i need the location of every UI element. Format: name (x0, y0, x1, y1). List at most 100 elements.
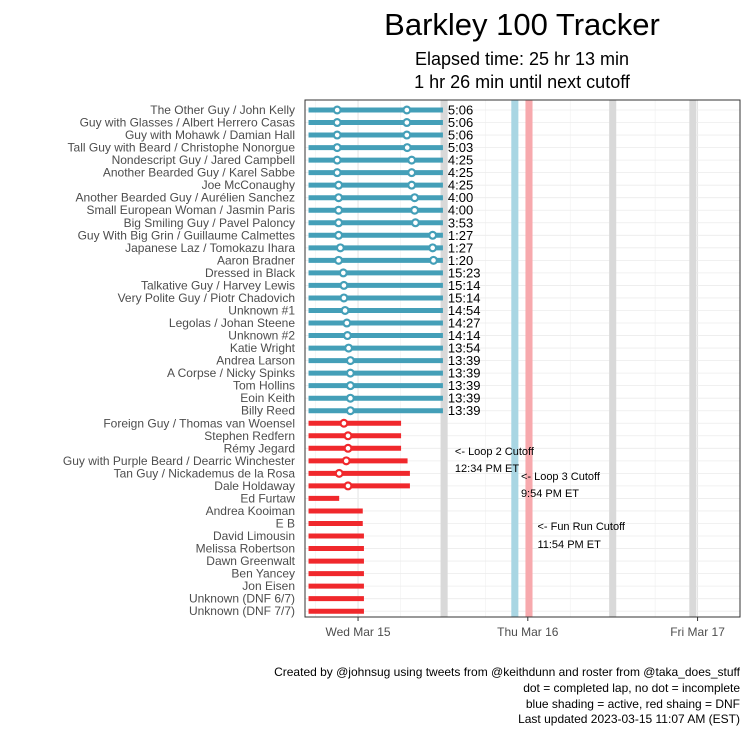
time-remaining-label: 13:39 (448, 378, 481, 393)
caption-dot-legend: dot = completed lap, no dot = incomplete (523, 681, 740, 695)
time-remaining-label: 4:00 (448, 203, 473, 218)
time-remaining-label: 1:27 (448, 228, 473, 243)
time-remaining-label: 14:27 (448, 316, 481, 331)
runner-name: Guy with Mohawk / Damian Hall (125, 128, 295, 142)
shading-band-gray (440, 100, 448, 617)
cutoff-annotation-time: 12:34 PM ET (455, 463, 519, 475)
lap-dot (402, 118, 412, 128)
lap-dot (332, 143, 342, 153)
runner-name: Dawn Greenwalt (206, 554, 295, 568)
runner-name: Very Polite Guy / Piotr Chadovich (118, 291, 295, 305)
lap-dot (341, 456, 351, 466)
lap-dot (339, 293, 349, 303)
time-remaining-label: 4:25 (448, 153, 473, 168)
lap-dot (343, 431, 353, 441)
runner-name: Tan Guy / Nickademus de la Rosa (114, 466, 296, 480)
lap-dot (340, 305, 350, 315)
runner-name: Stephen Redfern (204, 429, 295, 443)
time-remaining-label: 15:23 (448, 265, 481, 280)
lap-dot (334, 468, 344, 478)
runner-name: Foreign Guy / Thomas van Woensel (103, 416, 295, 430)
cutoff-annotation-title: <- Loop 3 Cutoff (521, 471, 601, 483)
lap-dot (402, 105, 412, 115)
runner-name: Talkative Guy / Harvey Lewis (141, 278, 295, 292)
lap-dot (428, 255, 438, 265)
x-tick-label: Wed Mar 15 (325, 625, 390, 639)
runner-name: Ed Furtaw (240, 491, 295, 505)
lap-dot (407, 168, 417, 178)
lap-dot (345, 406, 355, 416)
time-remaining-label: 4:25 (448, 178, 473, 193)
runner-name: Small European Woman / Jasmin Paris (86, 203, 295, 217)
runner-name: Tom Hollins (233, 379, 295, 393)
lap-dot (343, 443, 353, 453)
runner-name: Andrea Larson (216, 354, 295, 368)
cutoff-annotation-time: 9:54 PM ET (521, 488, 579, 500)
lap-dot (410, 218, 420, 228)
time-remaining-label: 13:39 (448, 403, 481, 418)
lap-dot (345, 393, 355, 403)
caption-shading-legend: blue shading = active, red shaing = DNF (526, 697, 740, 711)
lap-dot (332, 105, 342, 115)
runner-name: Billy Reed (241, 404, 295, 418)
lap-dot (407, 180, 417, 190)
time-remaining-label: 15:14 (448, 278, 481, 293)
time-remaining-label: 1:20 (448, 253, 473, 268)
runner-name: Ben Yancey (231, 567, 295, 581)
time-remaining-label: 1:27 (448, 240, 473, 255)
lap-dot (332, 118, 342, 128)
runner-name: Melissa Robertson (196, 542, 295, 556)
shading-band-blue (511, 100, 519, 617)
time-remaining-label: 14:54 (448, 303, 481, 318)
time-remaining-label: 5:03 (448, 140, 473, 155)
time-remaining-label: 4:25 (448, 165, 473, 180)
chart-subtitle-cutoff: 1 hr 26 min until next cutoff (414, 72, 631, 92)
shading-band-gray (609, 100, 617, 617)
runner-name: Rémy Jegard (224, 441, 295, 455)
caption-last-updated: Last updated 2023-03-15 11:07 AM (EST) (518, 712, 740, 726)
lap-dot (345, 368, 355, 378)
runner-name: Joe McConaughy (202, 178, 295, 192)
chart-subtitle-elapsed: Elapsed time: 25 hr 13 min (415, 49, 629, 69)
lap-dot (345, 381, 355, 391)
runner-name: Tall Guy with Beard / Christophe Nonorgu… (68, 141, 296, 155)
time-remaining-label: 13:39 (448, 391, 481, 406)
cutoff-annotation-time: 11:54 PM ET (537, 539, 601, 551)
runner-name: A Corpse / Nicky Spinks (167, 366, 295, 380)
runner-name: Aaron Bradner (217, 253, 295, 267)
time-remaining-label: 15:14 (448, 290, 481, 305)
lap-dot (332, 155, 342, 165)
runner-name: Another Bearded Guy / Aurélien Sanchez (76, 191, 295, 205)
lap-dot (334, 218, 344, 228)
time-remaining-label: 4:00 (448, 190, 473, 205)
runner-name: Japanese Laz / Tomokazu Ihara (125, 241, 295, 255)
lap-dot (342, 331, 352, 341)
runner-name: Unknown #1 (228, 303, 295, 317)
lap-dot (334, 255, 344, 265)
lap-dot (410, 205, 420, 215)
runner-name: Dressed in Black (205, 266, 296, 280)
time-remaining-label: 13:39 (448, 366, 481, 381)
runner-name: Andrea Kooiman (206, 504, 295, 518)
time-remaining-label: 14:14 (448, 328, 481, 343)
lap-dot (332, 168, 342, 178)
time-remaining-label: 13:39 (448, 353, 481, 368)
runner-name: The Other Guy / John Kelly (150, 103, 295, 117)
time-remaining-label: 13:54 (448, 341, 481, 356)
lap-dot (342, 318, 352, 328)
runner-name: Guy with Purple Beard / Dearric Winchest… (63, 454, 295, 468)
chart-caption: Created by @johnsug using tweets from @k… (274, 665, 741, 726)
runner-name: Nondescript Guy / Jared Campbell (112, 153, 295, 167)
lap-dot (428, 243, 438, 253)
lap-dot (334, 230, 344, 240)
x-axis: Wed Mar 15 Thu Mar 16 Fri Mar 17 (325, 617, 725, 639)
plot-panel: 5:065:065:065:034:254:254:254:004:003:53… (304, 99, 741, 618)
time-remaining-label: 5:06 (448, 128, 473, 143)
lap-dot (428, 230, 438, 240)
runner-name: Unknown (DNF 7/7) (189, 604, 295, 618)
runner-name: Dale Holdaway (214, 479, 295, 493)
lap-dot (402, 143, 412, 153)
x-tick-label: Fri Mar 17 (670, 625, 725, 639)
shading-band-red (525, 100, 533, 617)
